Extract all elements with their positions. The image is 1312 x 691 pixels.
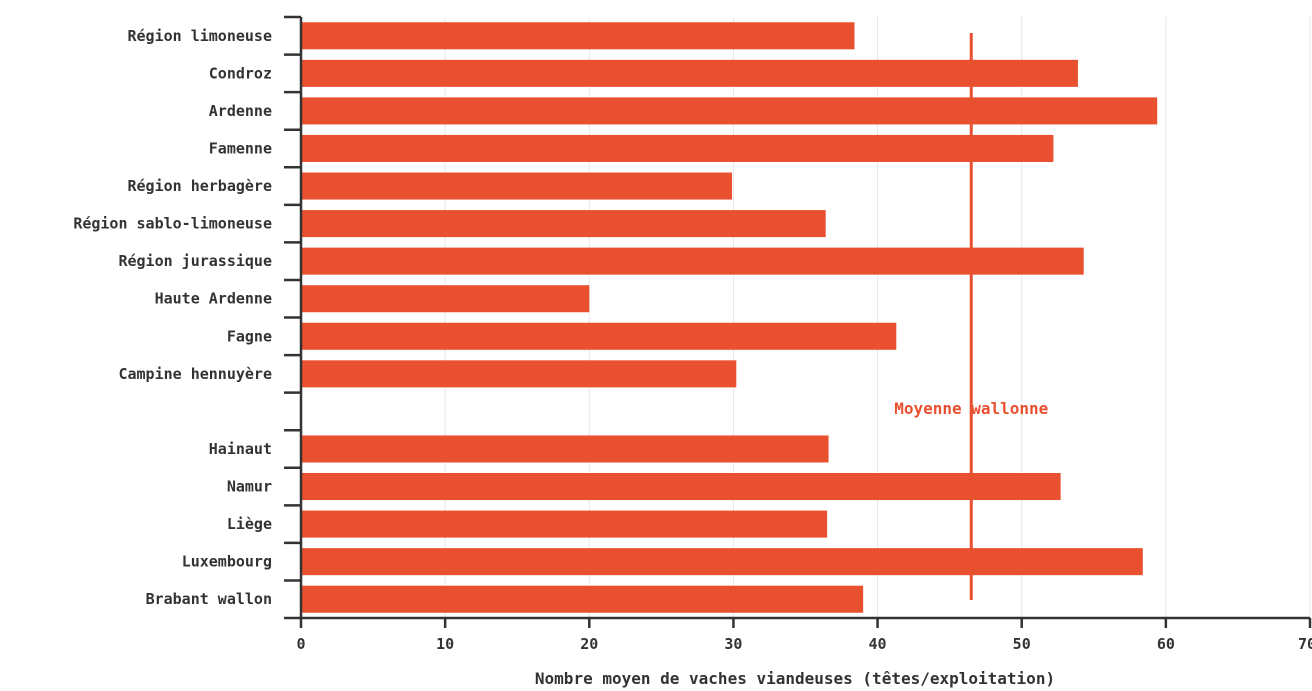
x-tick-label: 60 [1157, 635, 1175, 653]
bar [301, 360, 737, 388]
bar [301, 435, 829, 463]
y-tick-label: Luxembourg [182, 553, 272, 571]
y-tick-label: Fagne [227, 327, 272, 345]
x-tick-label: 10 [436, 635, 454, 653]
y-tick-label: Namur [227, 478, 272, 496]
y-tick-label: Région jurassique [118, 252, 272, 270]
y-tick-label: Hainaut [209, 440, 272, 458]
bar [301, 172, 732, 200]
y-tick-label: Campine hennuyère [118, 365, 272, 383]
x-axis-title: Nombre moyen de vaches viandeuses (têtes… [535, 669, 1055, 688]
y-tick-label: Région sablo-limoneuse [73, 215, 272, 233]
x-tick-label: 50 [1013, 635, 1031, 653]
y-axis: Région limoneuse Condroz Ardenne Famenne Rég… [73, 15, 303, 620]
bar [301, 97, 1158, 125]
bar [301, 59, 1078, 87]
bar [301, 247, 1084, 275]
bar [301, 510, 828, 538]
bar [301, 322, 897, 350]
reference-line-group: Moyenne wallonne [894, 33, 1048, 600]
bar [301, 22, 855, 50]
y-tick-label: Condroz [209, 64, 272, 82]
bar [301, 548, 1143, 576]
x-tick-label: 0 [296, 635, 305, 653]
bar [301, 134, 1054, 162]
bar [301, 473, 1061, 501]
y-tick-label: Région limoneuse [128, 27, 273, 45]
y-tick-label: Famenne [209, 139, 272, 157]
y-tick-label: Brabant wallon [146, 590, 272, 608]
y-tick-label: Liège [227, 515, 272, 533]
y-tick-label: Haute Ardenne [155, 290, 272, 308]
bar [301, 285, 590, 313]
bar [301, 585, 864, 613]
bars [301, 22, 1158, 613]
x-tick-label: 30 [724, 635, 742, 653]
x-tick-label: 70 [1298, 635, 1312, 653]
x-tick-label: 20 [580, 635, 598, 653]
x-axis: 0 10 20 30 40 50 60 70 [296, 616, 1312, 653]
reference-line-label: Moyenne wallonne [894, 399, 1048, 418]
y-tick-label: Ardenne [209, 102, 272, 120]
bar [301, 210, 826, 238]
x-tick-label: 40 [869, 635, 887, 653]
y-tick-label: Région herbagère [128, 177, 273, 195]
